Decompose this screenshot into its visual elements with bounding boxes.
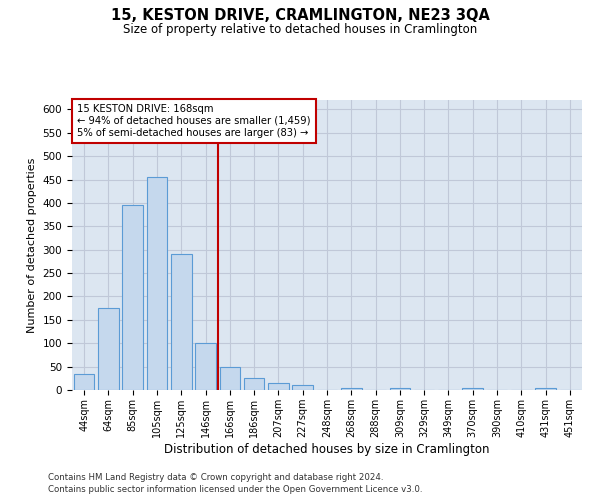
Bar [220,366,240,390]
Text: Contains public sector information licensed under the Open Government Licence v3: Contains public sector information licen… [48,485,422,494]
Bar [74,374,94,390]
Bar [171,254,191,390]
Text: Distribution of detached houses by size in Cramlington: Distribution of detached houses by size … [164,442,490,456]
Bar [268,383,289,390]
Bar [195,343,216,390]
Bar [535,388,556,390]
Bar [146,177,167,390]
Bar [341,388,362,390]
Bar [122,205,143,390]
Text: Size of property relative to detached houses in Cramlington: Size of property relative to detached ho… [123,22,477,36]
Bar [98,308,119,390]
Y-axis label: Number of detached properties: Number of detached properties [27,158,37,332]
Bar [292,386,313,390]
Text: 15, KESTON DRIVE, CRAMLINGTON, NE23 3QA: 15, KESTON DRIVE, CRAMLINGTON, NE23 3QA [110,8,490,22]
Bar [463,388,483,390]
Bar [389,388,410,390]
Text: Contains HM Land Registry data © Crown copyright and database right 2024.: Contains HM Land Registry data © Crown c… [48,472,383,482]
Bar [244,378,265,390]
Text: 15 KESTON DRIVE: 168sqm
← 94% of detached houses are smaller (1,459)
5% of semi-: 15 KESTON DRIVE: 168sqm ← 94% of detache… [77,104,311,138]
